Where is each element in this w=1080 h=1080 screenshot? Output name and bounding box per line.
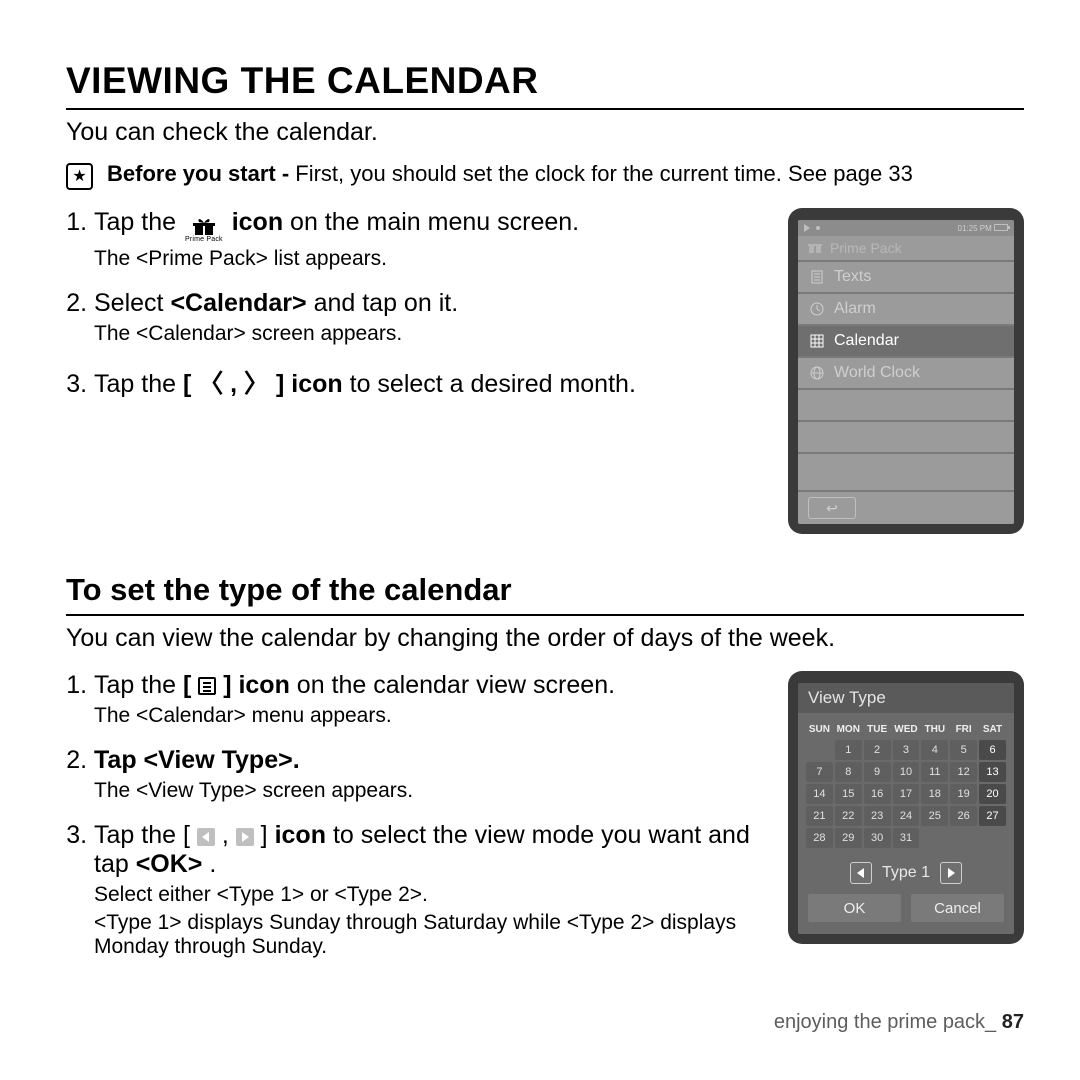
calendar-grid: SUNMONTUEWEDTHUFRISAT 123456789101112131… [804,719,1008,850]
star-icon: ★ [66,163,93,190]
prime-pack-icon: Prime Pack [185,218,223,243]
next-type-button[interactable] [940,862,962,884]
rule-2 [66,614,1024,616]
page-footer: enjoying the prime pack_ 87 [66,1011,1024,1034]
lead-text: You can check the calendar. [66,118,1024,147]
menu-item-texts[interactable]: Texts [798,262,1014,294]
list-header: Prime Pack [798,236,1014,262]
status-bar: 01:25 PM [798,220,1014,236]
prev-type-button[interactable] [850,862,872,884]
left-arrow-icon [197,828,215,846]
type-label: Type 1 [882,864,930,882]
page-title: VIEWING THE CALENDAR [66,60,1024,102]
cancel-button[interactable]: Cancel [911,894,1004,922]
menu-item-calendar[interactable]: Calendar [798,326,1014,358]
step-2: Select <Calendar> and tap on it. The <Ca… [94,289,766,346]
s2-step-3: Tap the [ , ] icon to select the view mo… [94,821,766,959]
view-type-header: View Type [798,683,1014,713]
back-button[interactable]: ↩ [808,497,856,519]
menu-icon [198,677,216,695]
step-1: Tap the Prime Pack icon on the main menu… [94,208,766,271]
lead2-text: You can view the calendar by changing th… [66,624,1024,653]
s2-step-2: Tap <View Type>. The <View Type> screen … [94,746,766,803]
device-view-type: View Type SUNMONTUEWEDTHUFRISAT 12345678… [788,671,1024,944]
ok-button[interactable]: OK [808,894,901,922]
rule [66,108,1024,110]
step-3: Tap the [ 〈 , 〉 ] icon to select a desir… [94,364,766,400]
menu-item-world-clock[interactable]: World Clock [798,358,1014,390]
before-you-start: Before you start - First, you should set… [107,161,913,187]
right-arrow-icon [236,828,254,846]
battery-icon [994,224,1008,231]
s2-step-1: Tap the [ ] icon on the calendar view sc… [94,671,766,728]
subheading: To set the type of the calendar [66,572,1024,608]
menu-item-alarm[interactable]: Alarm [798,294,1014,326]
device-prime-pack: 01:25 PM Prime Pack TextsAlarmCalendarWo… [788,208,1024,534]
